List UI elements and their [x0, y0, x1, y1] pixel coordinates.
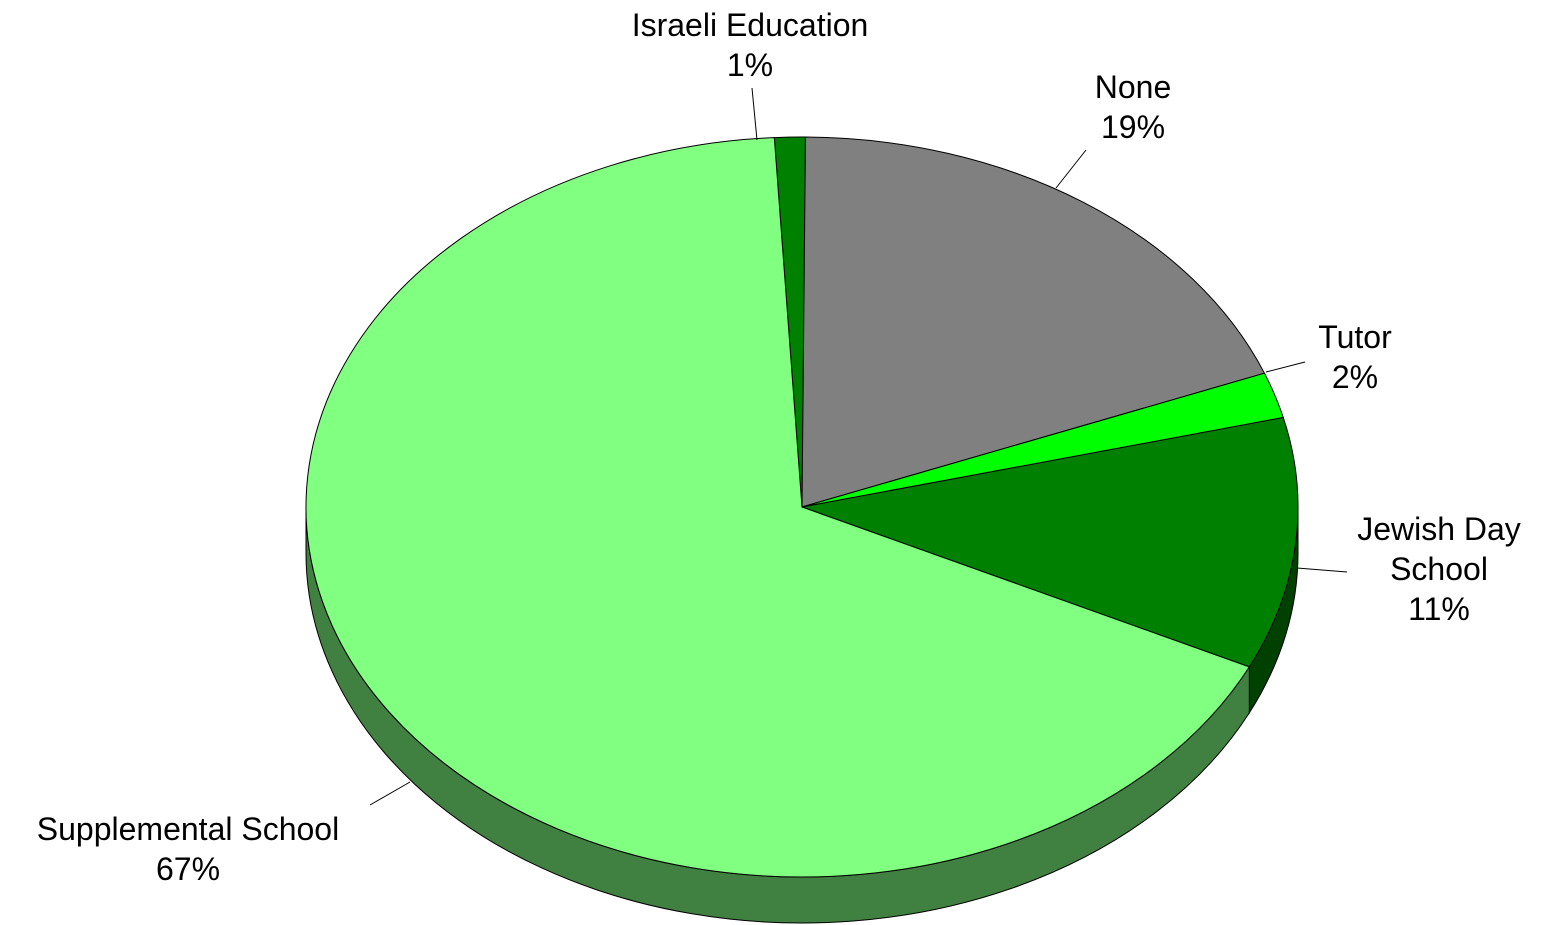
slice-percent-none: 19% [1101, 109, 1165, 145]
leader-line-layer [369, 87, 1348, 806]
slice-name-none: None [1095, 69, 1172, 105]
leader-line-supplemental-school [369, 781, 411, 806]
pie-slice-none [801, 136, 1266, 508]
label-layer: Israeli Education 1% None 19% Tutor 2% Jewish … [37, 7, 1521, 887]
slice-percent-tutor: 2% [1332, 359, 1378, 395]
leader-line-israeli-education [751, 87, 758, 141]
pie-slice-supplemental-school [305, 137, 1251, 878]
slice-name-jewish-day-school: Jewish Day [1357, 511, 1521, 547]
slice-label-tutor: Tutor 2% [1318, 319, 1392, 395]
slice-percent-israeli-education: 1% [727, 47, 773, 83]
pie-top-layer [305, 136, 1299, 878]
slice-name-jewish-day-school: School [1390, 551, 1488, 587]
slice-percent-jewish-day-school: 11% [1408, 591, 1470, 627]
slice-label-supplemental-school: Supplemental School 67% [37, 811, 339, 887]
slice-label-none: None 19% [1095, 69, 1172, 145]
slice-label-jewish-day-school: Jewish Day School 11% [1357, 511, 1521, 627]
leader-line-tutor [1265, 361, 1306, 373]
slice-name-tutor: Tutor [1318, 319, 1392, 355]
leader-line-none [1055, 149, 1087, 189]
slice-label-israeli-education: Israeli Education 1% [632, 7, 869, 83]
leader-line-jewish-day-school [1296, 567, 1348, 573]
slice-name-supplemental-school: Supplemental School [37, 811, 339, 847]
slice-percent-supplemental-school: 67% [156, 851, 220, 887]
slice-name-israeli-education: Israeli Education [632, 7, 869, 43]
pie-slice-jewish-day-school [800, 416, 1299, 668]
